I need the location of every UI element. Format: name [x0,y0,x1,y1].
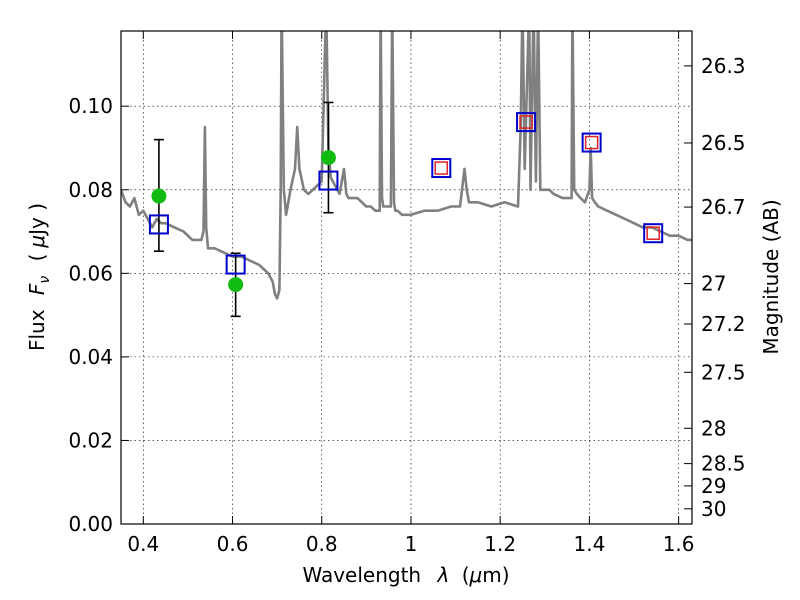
x-axis-unit-suffix: m) [482,563,509,587]
observed-flux-point [228,277,244,293]
x-tick-label: 1 [405,532,418,556]
model-photometry-square [431,158,452,179]
y2-tick-label: 26.5 [701,131,746,155]
x-axis-unit-mu: μ [469,563,483,587]
observed-flux-point [320,150,336,166]
x-tick-label: 0.4 [127,532,159,556]
y-tick-label: 0.10 [68,94,113,118]
model-photometry-square [148,214,169,235]
y2-tick-label: 29 [701,474,726,498]
model-photometry-square [643,223,664,244]
x-tick-label: 1.2 [484,532,516,556]
plot-frame [120,30,693,525]
grid-lines [121,31,692,525]
x-tick-label: 0.6 [217,532,249,556]
x-axis-title: Wavelength λ (μm) [302,563,509,587]
y-tick-label: 0.06 [68,261,113,285]
y2-tick-label: 26.7 [701,195,746,219]
marker-layer [148,101,664,318]
y2-axis-title: Magnitude (AB) [759,199,783,354]
model-photometry-square [225,254,246,275]
y2-tick-label: 27.5 [701,360,746,384]
x-axis-symbol: λ [436,563,449,587]
y-tick-label: 0.04 [68,345,113,369]
y-axis-unit-mu: μ [25,235,49,249]
model-spectrum-line [121,31,692,300]
model-photometry-square [318,170,339,191]
x-axis-title-text: Wavelength [302,563,421,587]
series-layer [121,31,692,300]
tick-layer: 0.4 0.6 0.8 1 1.2 1.4 1.6 0.00 0.02 0.04 0.06 0.08 0… [68,31,746,556]
y-axis-title: Flux Fν ( μJy ) [25,203,54,351]
y2-tick-label: 28.5 [701,452,746,476]
y2-tick-label: 26.3 [701,54,746,78]
model-photometry-square [516,112,537,133]
y-axis-title-text: Flux [25,309,49,351]
y2-tick-label: 30 [701,497,726,521]
y-tick-label: 0.00 [68,512,113,536]
model-photometry-inner-square [519,115,533,129]
model-photometry-inner-square [584,135,599,150]
y-axis-unit-prefix: ( [25,254,49,262]
model-photometry-inner-square [434,161,449,175]
y-tick-label: 0.02 [68,428,113,452]
plot-background [121,31,692,524]
x-tick-label: 1.6 [663,532,695,556]
x-tick-label: 0.8 [306,532,338,556]
observed-flux-point [151,188,167,204]
x-axis-unit-prefix: ( [462,563,470,587]
y-axis-symbol-sub: ν [37,276,53,284]
y-tick-label: 0.08 [68,178,113,202]
x-tick-label: 1.4 [573,532,605,556]
y-axis-symbol: F [25,283,49,295]
model-photometry-inner-square [646,226,660,240]
y-axis-unit-suffix: Jy ) [25,203,49,237]
y2-tick-label: 28 [701,416,726,440]
model-photometry-square [581,132,602,153]
y2-tick-label: 27 [701,272,726,296]
y2-tick-label: 27.2 [701,312,746,336]
